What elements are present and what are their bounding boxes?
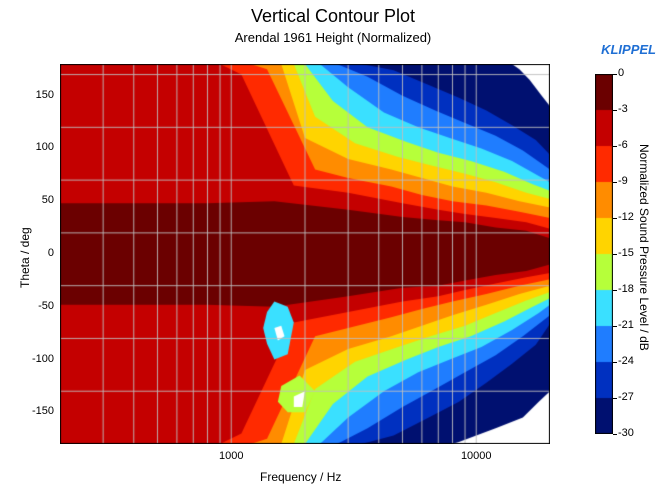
colorbar-tick-label: -12 [618,211,634,223]
x-tick-label: 10000 [456,450,496,462]
colorbar-tick-label: -18 [618,283,634,295]
y-tick-label: 0 [48,247,54,259]
colorbar-tick-label: -21 [618,319,634,331]
y-tick-label: -150 [32,405,54,417]
colorbar-tick-label: -6 [618,139,628,151]
y-tick-label: -50 [38,300,54,312]
colorbar-label: Normalized Sound Pressure Level / dB [637,144,651,351]
plot-frame [60,64,550,444]
chart-root: Vertical Contour Plot Arendal 1961 Heigh… [0,0,666,500]
colorbar-tick [613,182,617,183]
y-tick-label: 150 [36,89,54,101]
colorbar-tick-label: -30 [618,427,634,439]
colorbar-tick [613,326,617,327]
colorbar-tick [613,218,617,219]
y-tick-label: 50 [42,194,54,206]
x-tick-label: 1000 [211,450,251,462]
y-axis-label: Theta / deg [18,227,32,288]
y-tick-label: -100 [32,353,54,365]
colorbar-tick [613,254,617,255]
colorbar-tick-label: -27 [618,391,634,403]
colorbar-tick [613,146,617,147]
colorbar-tick [613,74,617,75]
chart-subtitle: Arendal 1961 Height (Normalized) [0,30,666,45]
colorbar-tick-label: -3 [618,103,628,115]
colorbar-tick [613,398,617,399]
colorbar-tick-label: -9 [618,175,628,187]
colorbar-tick [613,362,617,363]
y-tick-label: 100 [36,141,54,153]
colorbar-tick-label: -15 [618,247,634,259]
colorbar-tick [613,434,617,435]
chart-title: Vertical Contour Plot [0,6,666,27]
colorbar-tick-label: -24 [618,355,634,367]
x-axis-label: Frequency / Hz [260,470,341,484]
colorbar-tick [613,290,617,291]
colorbar-tick [613,110,617,111]
colorbar [595,74,613,434]
colorbar-tick-label: 0 [618,67,624,79]
brand-label: KLIPPEL [601,42,656,57]
